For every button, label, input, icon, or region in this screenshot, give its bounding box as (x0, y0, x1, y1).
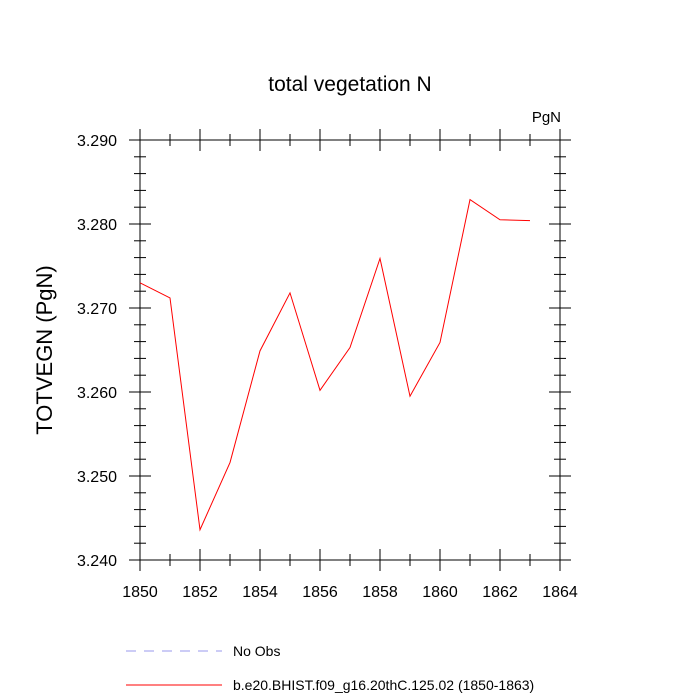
chart-title: total vegetation N (268, 73, 431, 96)
axis-ticks (129, 129, 571, 571)
x-tick-label: 1860 (422, 584, 458, 601)
y-tick-label: 3.290 (77, 133, 117, 150)
y-tick-label: 3.260 (77, 385, 117, 402)
y-tick-label: 3.250 (77, 469, 117, 486)
series-lines (139, 198, 531, 532)
y-tick-labels: 3.240 3.250 3.260 3.270 3.280 3.290 (77, 133, 117, 570)
y-tick-label: 3.280 (77, 217, 117, 234)
x-tick-label: 1862 (482, 584, 518, 601)
y-tick-label: 3.270 (77, 301, 117, 318)
legend-label-no-obs: No Obs (233, 643, 280, 659)
x-tick-labels: 1850 1852 1854 1856 1858 1860 1862 1864 (122, 584, 578, 601)
x-tick-label: 1856 (302, 584, 338, 601)
legend: No Obs b.e20.BHIST.f09_g16.20thC.125.02 … (126, 643, 534, 693)
x-tick-label: 1864 (542, 584, 578, 601)
y-axis-label: TOTVEGN (PgN) (32, 265, 57, 435)
units-label: PgN (532, 109, 561, 126)
x-tick-label: 1850 (122, 584, 158, 601)
plot-frame (139, 139, 561, 561)
x-tick-label: 1854 (242, 584, 278, 601)
legend-label-model: b.e20.BHIST.f09_g16.20thC.125.02 (1850-1… (233, 677, 534, 693)
y-tick-label: 3.240 (77, 553, 117, 570)
series-line-0 (139, 198, 531, 532)
x-tick-label: 1852 (182, 584, 218, 601)
x-tick-label: 1858 (362, 584, 398, 601)
